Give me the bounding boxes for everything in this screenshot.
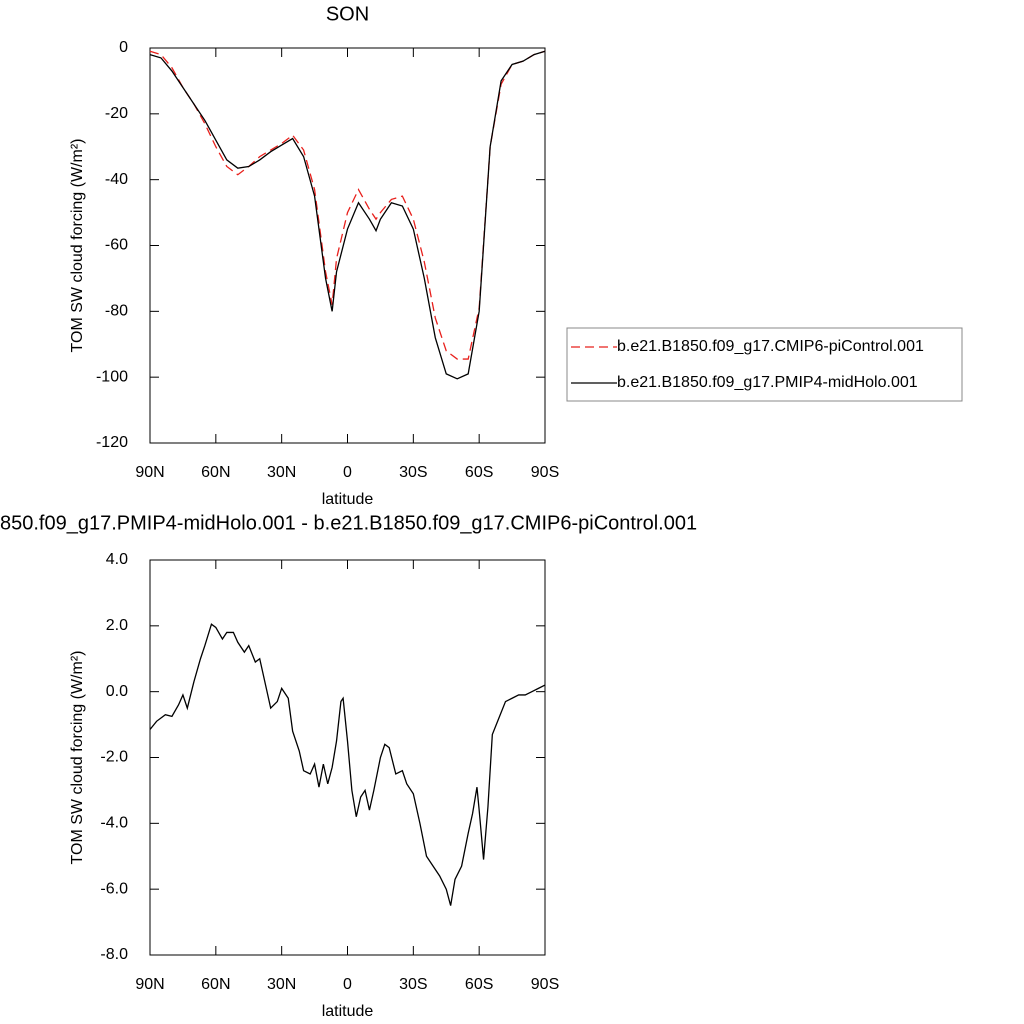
y-tick-label: -100 [96, 368, 128, 385]
x-tick-label: 90S [531, 976, 559, 993]
data-line [149, 623, 546, 906]
plot-frame [149, 47, 546, 444]
y-tick-label: 2.0 [106, 617, 128, 634]
y-tick-label: -8.0 [100, 946, 128, 963]
y-tick-label: -6.0 [100, 880, 128, 897]
x-tick-label: 30N [267, 976, 296, 993]
x-tick-label: 0 [343, 464, 352, 481]
y-tick-label: -120 [96, 434, 128, 451]
y-tick-label: -20 [105, 105, 128, 122]
x-tick-label: 30N [267, 464, 296, 481]
chart-title: SON [326, 3, 369, 25]
plot-frame [149, 559, 546, 956]
x-tick-label: 0 [343, 976, 352, 993]
y-axis-label: TOM SW cloud forcing (W/m²) [69, 651, 86, 865]
x-tick-label: 90N [135, 976, 164, 993]
legend-box [566, 327, 963, 402]
data-line [149, 50, 546, 380]
legend-label: b.e21.B1850.f09_g17.CMIP6-piControl.001 [617, 338, 924, 355]
y-tick-label: -2.0 [100, 749, 128, 766]
y-axis-label: TOM SW cloud forcing (W/m²) [69, 139, 86, 353]
y-tick-label: -40 [105, 171, 128, 188]
x-tick-label: 90N [135, 464, 164, 481]
y-tick-label: 4.0 [106, 551, 128, 568]
x-tick-label: 60S [465, 464, 493, 481]
x-tick-label: 60N [201, 464, 230, 481]
y-tick-label: 0 [119, 39, 128, 56]
y-tick-label: 0.0 [106, 683, 128, 700]
chart-title: 850.f09_g17.PMIP4-midHolo.001 - b.e21.B1… [0, 512, 697, 534]
y-tick-label: -60 [105, 237, 128, 254]
y-tick-label: -80 [105, 303, 128, 320]
x-tick-label: 30S [399, 464, 427, 481]
x-tick-label: 30S [399, 976, 427, 993]
data-line [149, 50, 546, 360]
x-tick-label: 60N [201, 976, 230, 993]
x-tick-label: 60S [465, 976, 493, 993]
x-axis-label: latitude [322, 491, 374, 508]
y-tick-label: -4.0 [100, 815, 128, 832]
x-tick-label: 90S [531, 464, 559, 481]
legend-label: b.e21.B1850.f09_g17.PMIP4-midHolo.001 [617, 374, 918, 391]
x-axis-label: latitude [322, 1003, 374, 1020]
